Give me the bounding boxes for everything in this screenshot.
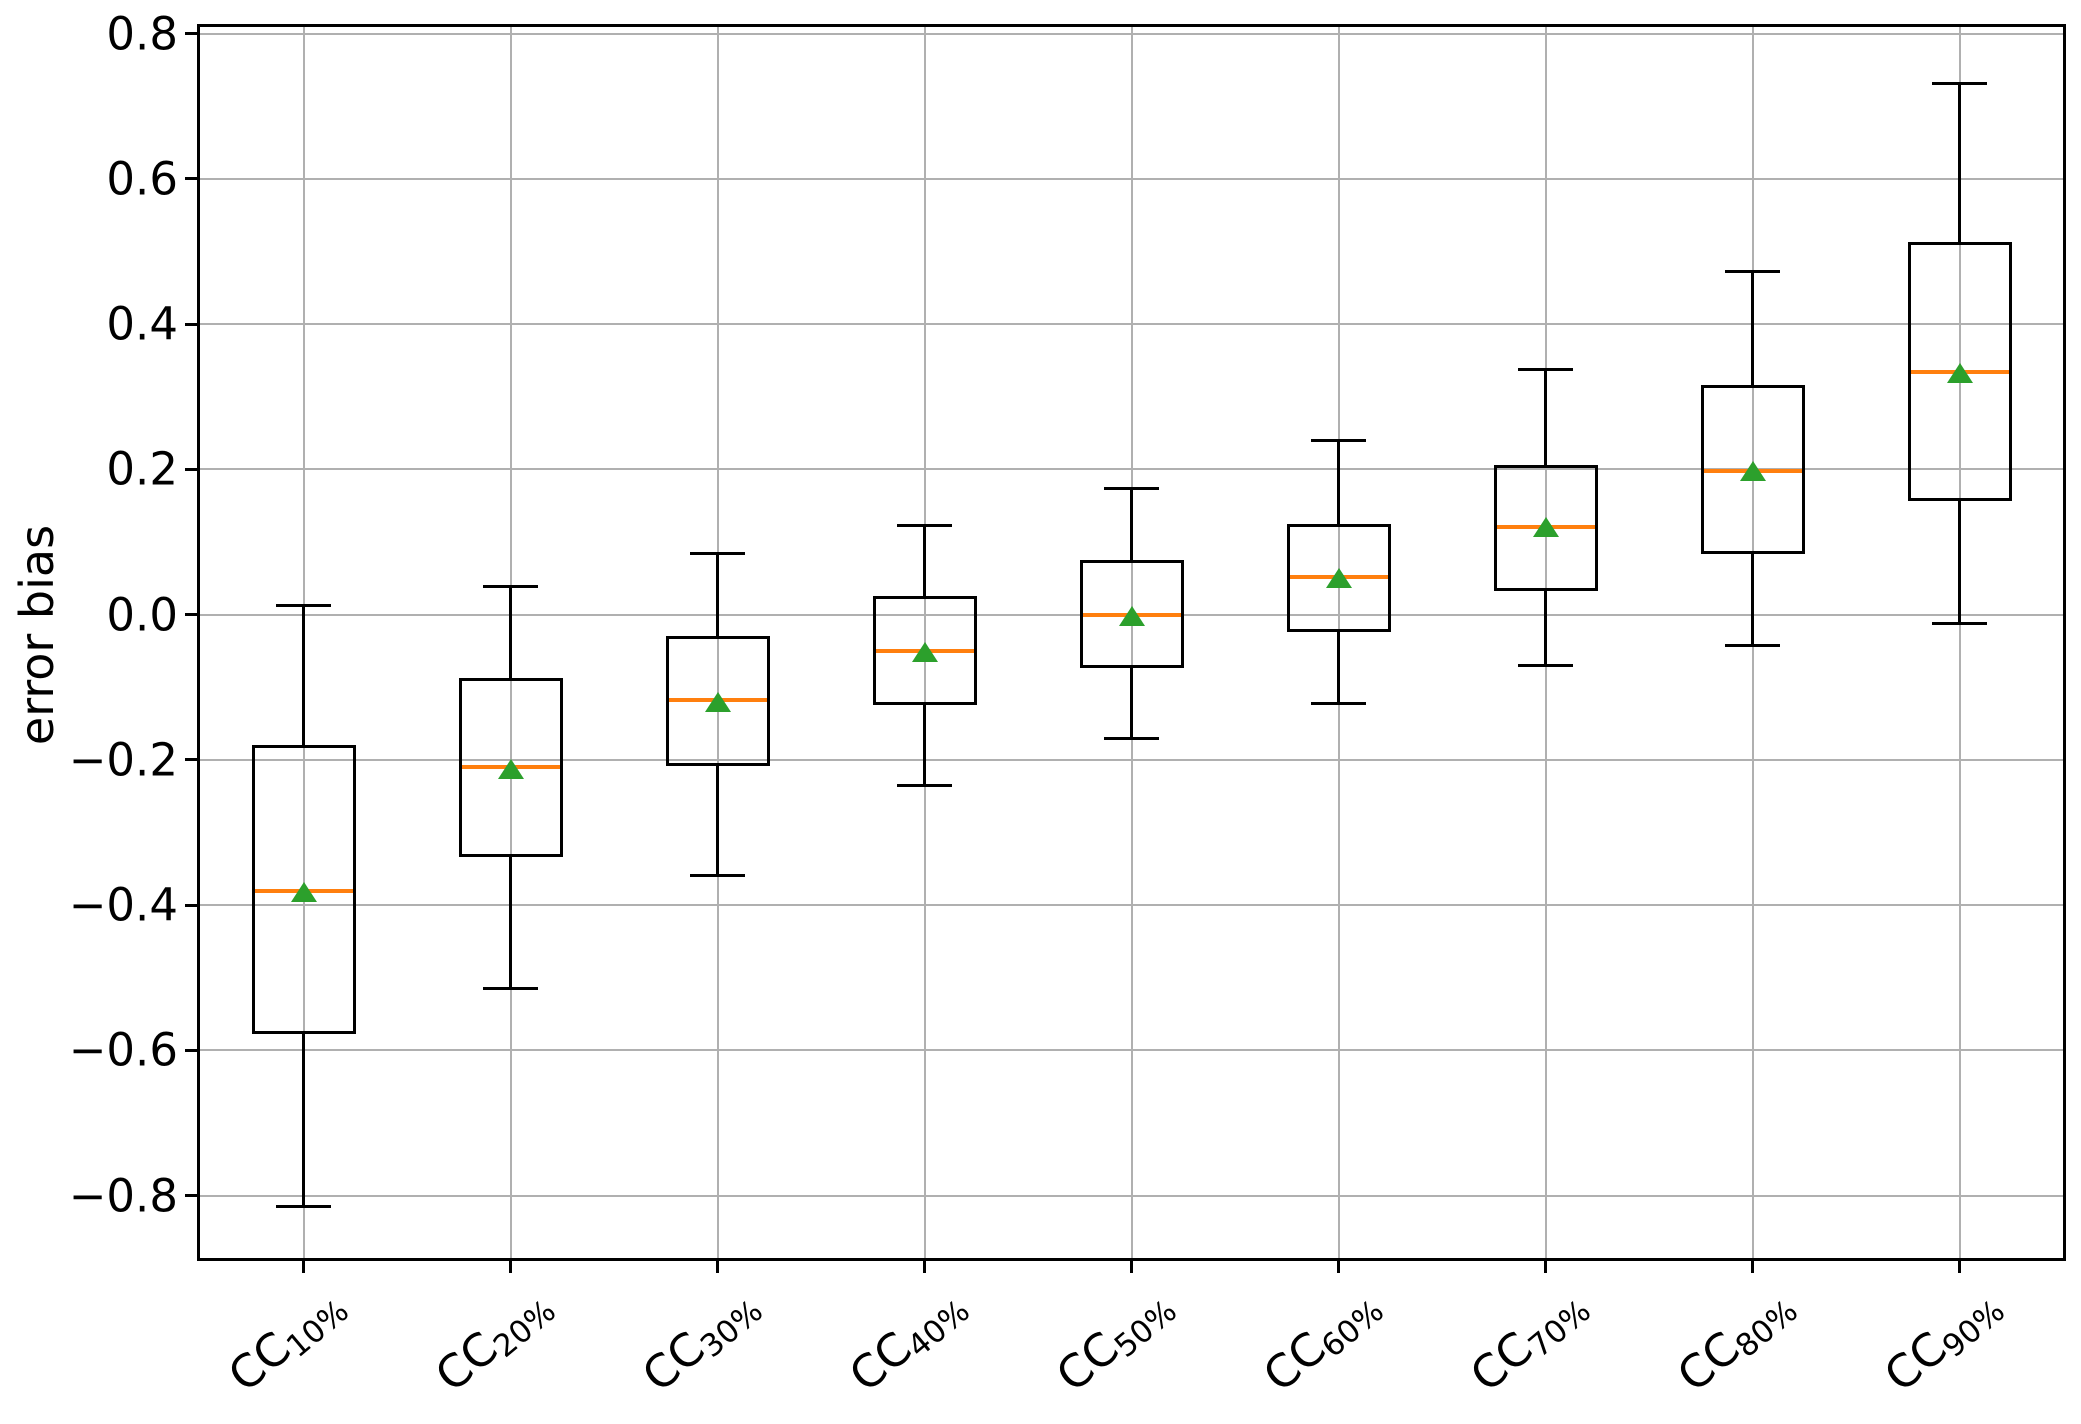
whisker-cap-upper [1518,368,1573,372]
y-axis-tick [185,613,197,617]
y-axis-tick [185,32,197,36]
mean-marker-icon [1946,362,1973,383]
y-axis-tick [185,467,197,471]
whisker-lower [1751,554,1754,646]
mean-marker-icon [497,758,524,779]
whisker-cap-upper [690,552,745,556]
gridline-vertical [1130,27,1133,1258]
box-rect [872,596,977,705]
whisker-cap-upper [1104,486,1159,490]
whisker-lower [1337,631,1340,704]
y-axis-tick [185,903,197,907]
y-axis-tick-label: −0.2 [68,733,178,787]
box-rect [1079,560,1184,668]
y-axis-tick [185,177,197,181]
plot-area [200,27,2063,1258]
x-axis-tick [1337,1261,1340,1273]
whisker-upper [509,586,512,679]
whisker-lower [1958,500,1961,624]
plot-frame [197,24,2066,1261]
x-axis-tick [1544,1261,1547,1273]
y-axis-tick [185,322,197,326]
mean-marker-icon [911,641,938,662]
y-axis-tick-label: 0.6 [106,152,178,206]
mean-marker-icon [1118,605,1145,626]
y-axis-tick [185,1194,197,1198]
whisker-lower [1130,667,1133,739]
whisker-cap-lower [897,784,952,788]
box-rect [1907,241,2012,501]
gridline-vertical [1958,27,1961,1258]
x-axis-tick [923,1261,926,1273]
whisker-cap-lower [1725,643,1780,647]
x-axis-tick [716,1261,719,1273]
whisker-cap-lower [276,1204,331,1208]
x-axis-tick-label: CC60% [1253,1280,1390,1402]
x-axis-tick-label: CC30% [632,1280,769,1402]
box-rect [1286,524,1391,632]
box-rect [458,678,563,858]
x-axis-tick-label: CC10% [218,1280,355,1402]
mean-marker-icon [1325,568,1352,589]
whisker-upper [1958,83,1961,242]
box-rect [665,636,770,766]
whisker-cap-lower [1104,737,1159,741]
whisker-cap-lower [1932,622,1987,626]
whisker-upper [923,525,926,597]
whisker-upper [1544,369,1547,465]
box-rect [1493,464,1598,591]
whisker-upper [302,605,305,746]
whisker-cap-upper [1932,82,1987,86]
x-axis-tick [1130,1261,1133,1273]
whisker-lower [1544,590,1547,666]
mean-marker-icon [290,881,317,902]
whisker-cap-upper [483,585,538,589]
y-axis-tick [185,1048,197,1052]
whisker-cap-lower [690,873,745,877]
whisker-cap-upper [897,523,952,527]
whisker-upper [1751,271,1754,386]
gridline-vertical [716,27,719,1258]
whisker-upper [716,553,719,637]
y-axis-tick [185,758,197,762]
y-axis-tick-label: 0.4 [106,297,178,351]
x-axis-tick-label: CC20% [425,1280,562,1402]
box-rect [251,745,356,1035]
whisker-lower [716,765,719,876]
y-axis-tick-label: −0.8 [68,1169,178,1223]
x-axis-tick [1958,1261,1961,1273]
x-axis-tick [1751,1261,1754,1273]
y-axis-tick-label: 0.8 [106,7,178,61]
whisker-lower [509,857,512,989]
x-axis-tick [509,1261,512,1273]
whisker-cap-lower [1311,702,1366,706]
x-axis-tick-label: CC90% [1874,1280,2011,1402]
box-rect [1700,385,1805,555]
whisker-cap-upper [276,604,331,608]
x-axis-tick-label: CC70% [1460,1280,1597,1402]
x-axis-tick-label: CC80% [1667,1280,1804,1402]
y-axis-label: error bias [10,524,64,746]
whisker-upper [1130,488,1133,561]
whisker-lower [302,1034,305,1207]
mean-marker-icon [1532,517,1559,538]
whisker-cap-lower [1518,663,1573,667]
mean-marker-icon [1739,461,1766,482]
y-axis-tick-label: 0.2 [106,442,178,496]
y-axis-tick-label: −0.6 [68,1023,178,1077]
y-axis-tick-label: 0.0 [106,588,178,642]
x-axis-tick [302,1261,305,1273]
whisker-upper [1337,440,1340,525]
y-axis-tick-label: −0.4 [68,878,178,932]
x-axis-tick-label: CC40% [839,1280,976,1402]
mean-marker-icon [704,691,731,712]
whisker-cap-upper [1725,270,1780,274]
x-axis-tick-label: CC50% [1046,1280,1183,1402]
whisker-cap-lower [483,987,538,991]
whisker-lower [923,704,926,786]
whisker-cap-upper [1311,439,1366,443]
